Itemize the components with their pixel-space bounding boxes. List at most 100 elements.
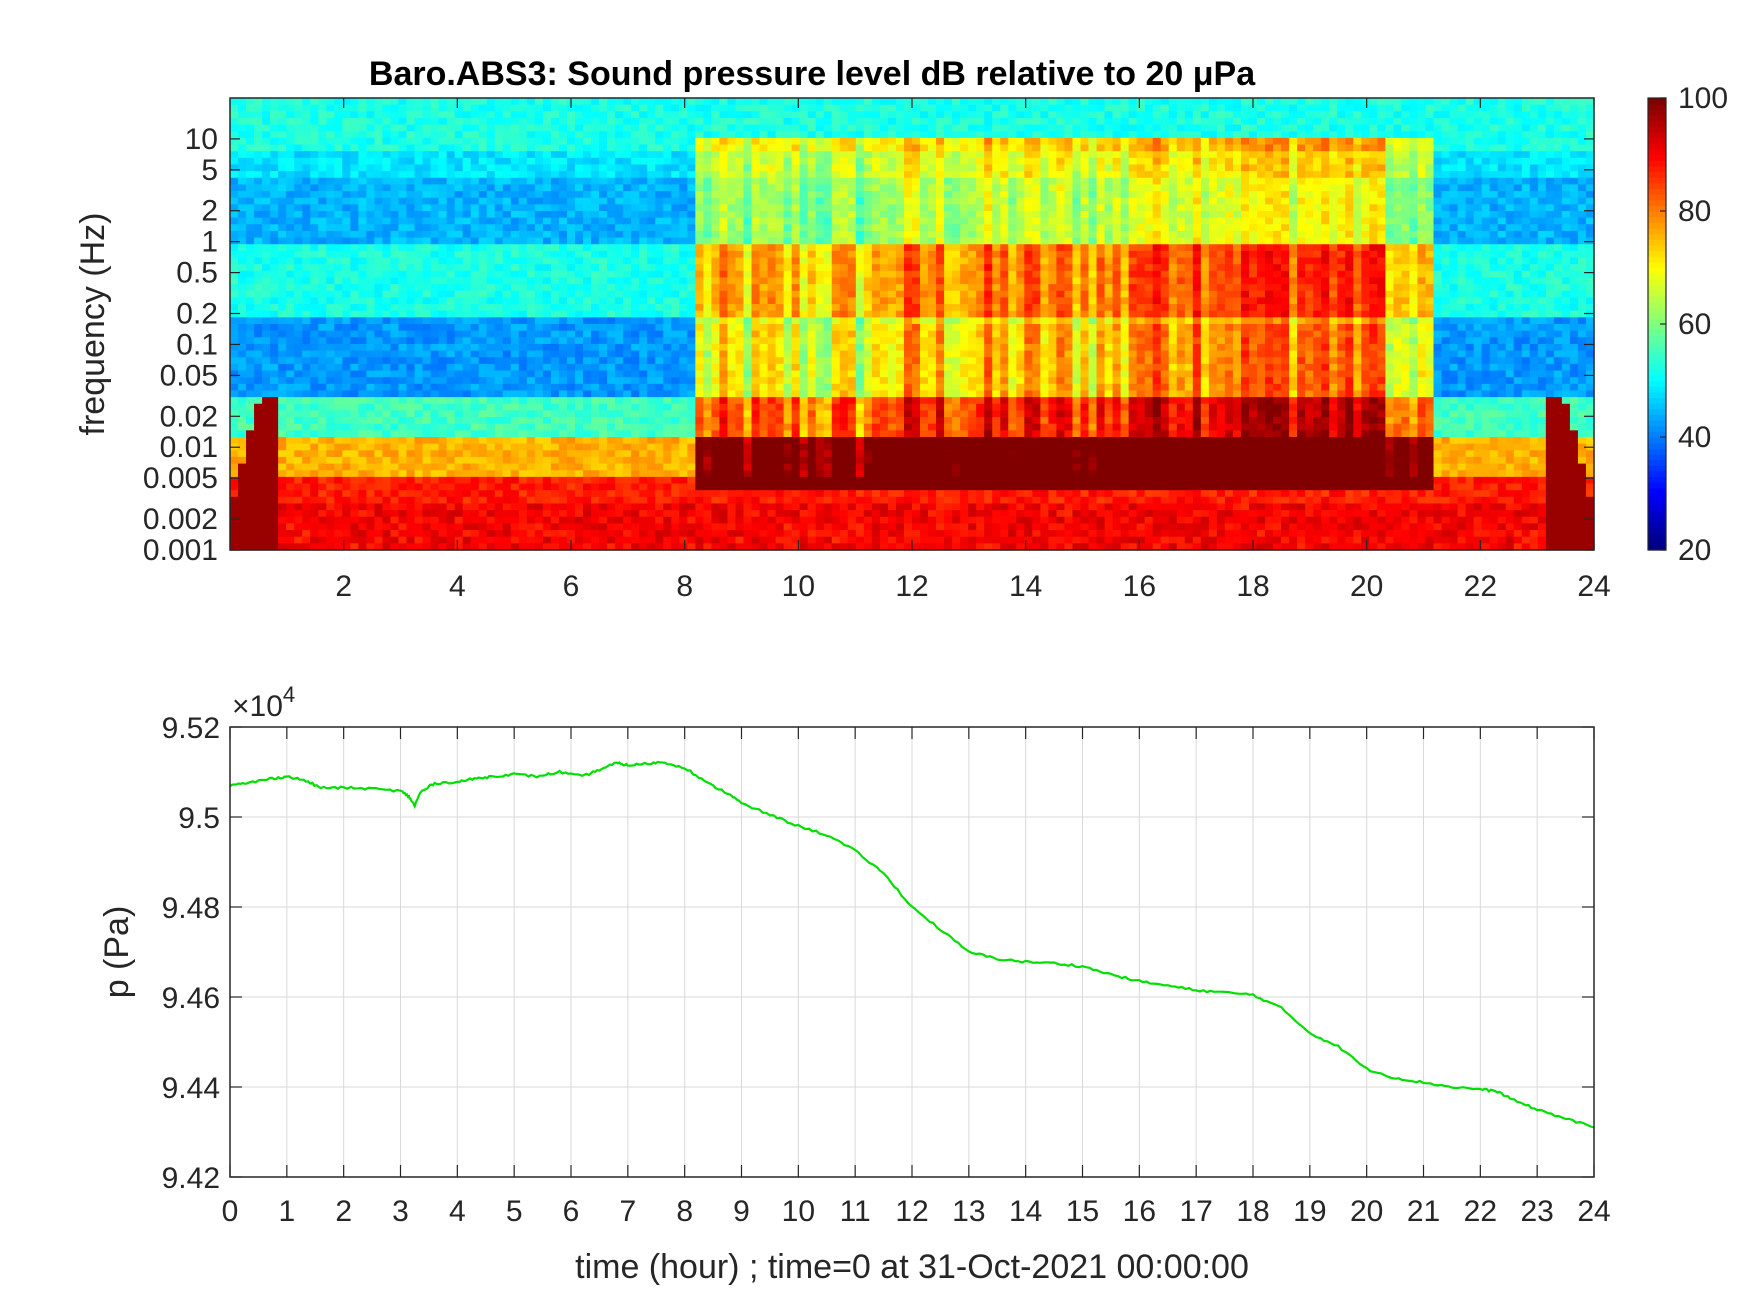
- spectrogram-cell: [775, 503, 785, 511]
- spectrogram-cell: [334, 463, 343, 471]
- spectrogram-cell: [238, 370, 247, 378]
- spectrogram-cell: [743, 217, 753, 225]
- spectrogram-cell: [775, 297, 785, 305]
- spectrogram-cell: [406, 237, 416, 245]
- spectrogram-cell: [815, 171, 825, 179]
- spectrogram-cell: [294, 350, 303, 358]
- spectrogram-cell: [631, 456, 640, 465]
- spectrogram-cell: [374, 290, 384, 299]
- spectrogram-cell: [334, 437, 343, 445]
- spectrogram-cell: [230, 510, 239, 518]
- spectrogram-cell: [470, 456, 480, 465]
- spectrogram-cell: [382, 177, 392, 186]
- spectrogram-cell: [334, 131, 343, 139]
- spectrogram-cell: [615, 430, 624, 438]
- spectrogram-cell: [663, 284, 672, 292]
- spectrogram-cell: [655, 530, 664, 538]
- spectrogram-cell: [510, 350, 520, 358]
- spectrogram-cell: [550, 516, 560, 525]
- spectrogram-cell: [382, 343, 392, 352]
- spectrogram-cell: [695, 543, 704, 551]
- spectrogram-cell: [599, 317, 608, 325]
- spectrogram-cell: [318, 410, 327, 418]
- spectrogram-cell: [486, 536, 496, 544]
- spectrogram-cell: [534, 98, 544, 106]
- spectrogram-cell: [342, 104, 351, 112]
- spectrogram-cell: [502, 171, 512, 179]
- spectrogram-cell: [278, 503, 287, 511]
- spectrogram-cell: [310, 516, 319, 525]
- spectrogram-cell: [807, 230, 817, 239]
- spectrogram-cell: [735, 443, 745, 451]
- spectrogram-cell: [238, 197, 247, 205]
- spectrogram-cell: [238, 536, 247, 544]
- spectrogram-cell: [534, 543, 544, 551]
- spectrogram-cell: [631, 397, 640, 405]
- spectrogram-cell: [727, 390, 737, 398]
- spectrogram-cell: [510, 250, 520, 259]
- spectrogram-cell: [502, 144, 512, 152]
- spectrogram-cell: [454, 503, 464, 511]
- spectrogram-cell: [799, 164, 809, 172]
- spectrogram-cell: [414, 290, 424, 299]
- spectrogram-cell: [278, 463, 287, 471]
- spectrogram-cell: [262, 204, 271, 212]
- spectrogram-cell: [815, 217, 825, 225]
- spectrogram-cell: [526, 377, 536, 385]
- spectrogram-cell: [735, 270, 745, 279]
- spectrogram-cell: [446, 217, 456, 225]
- spectrogram-cell: [647, 211, 656, 219]
- spectrogram-cell: [583, 104, 592, 112]
- spectrogram-cell: [494, 543, 504, 551]
- spectrogram-cell: [566, 264, 576, 272]
- spectrogram-cell: [671, 523, 680, 531]
- spectrogram-cell: [719, 390, 729, 398]
- spectrogram-cell: [663, 317, 672, 325]
- spectrogram-cell: [799, 483, 809, 491]
- spectrogram-cell: [558, 264, 568, 272]
- spectrogram-cell: [438, 204, 448, 212]
- spectrogram-cell: [719, 284, 729, 292]
- spectrogram-cell: [639, 171, 648, 179]
- spectrogram-cell: [783, 111, 793, 119]
- spectrogram-cell: [799, 410, 809, 418]
- spectrogram-cell: [462, 250, 472, 259]
- spectrogram-cell: [430, 350, 440, 358]
- spectrogram-cell: [558, 131, 568, 139]
- spectrogram-cell: [534, 530, 544, 538]
- spectrogram-cell: [727, 177, 737, 186]
- spectrogram-cell: [502, 530, 512, 538]
- spectrogram-cell: [278, 483, 287, 491]
- spectrogram-cell: [454, 543, 464, 551]
- spectrogram-cell: [550, 443, 560, 451]
- spectrogram-cell: [326, 377, 335, 385]
- spectrogram-cell: [470, 171, 480, 179]
- spectrogram-cell: [607, 177, 616, 186]
- spectrogram-cell: [358, 443, 367, 451]
- spectrogram-cell: [727, 463, 737, 471]
- spectrogram-cell: [302, 104, 311, 112]
- spectrogram-cell: [751, 490, 761, 498]
- spectrogram-cell: [631, 304, 640, 312]
- spectrogram-cell: [727, 357, 737, 365]
- spectrogram-cell: [679, 350, 688, 358]
- spectrogram-cell: [318, 117, 327, 126]
- spectrogram-cell: [366, 204, 376, 212]
- spectrogram-cell: [534, 456, 544, 465]
- spectrogram-cell: [270, 244, 279, 252]
- spectrogram-cell: [230, 297, 239, 305]
- spectrogram-cell: [510, 224, 520, 232]
- spectrogram-cell: [671, 104, 680, 112]
- spectrogram-cell: [342, 543, 351, 551]
- spectrogram-cell: [494, 483, 504, 491]
- spectrogram-cell: [807, 536, 817, 544]
- spectrogram-cell: [575, 423, 584, 431]
- spectrogram-cell: [318, 390, 327, 398]
- spectrogram-cell: [791, 423, 801, 431]
- spectrogram-cell: [663, 536, 672, 544]
- spectrogram-cell: [446, 530, 456, 538]
- spectrogram-cell: [575, 543, 584, 551]
- spectrogram-cell: [286, 536, 295, 544]
- spectrogram-cell: [542, 144, 552, 152]
- spectrogram-cell: [815, 277, 825, 285]
